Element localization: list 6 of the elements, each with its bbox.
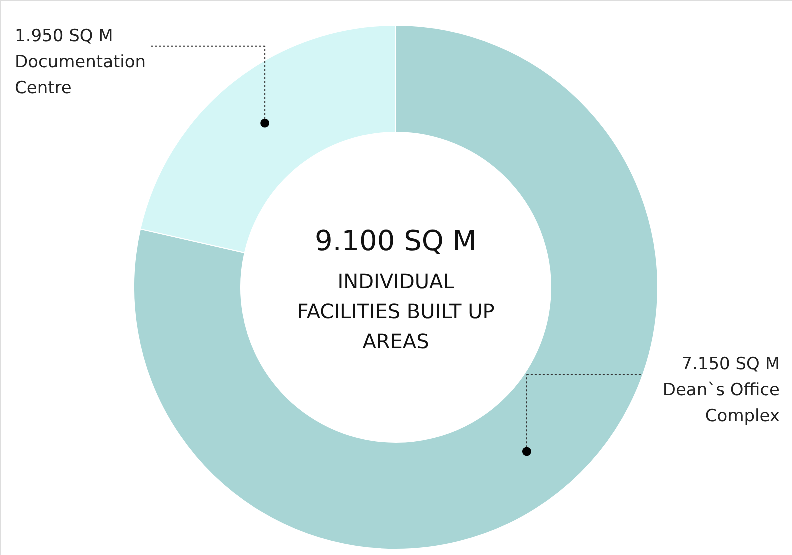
slice-label: Dean`s Office Complex xyxy=(662,380,780,427)
data-label: 7.150 SQ M xyxy=(682,354,780,375)
text: 9.100 SQ M xyxy=(315,224,477,258)
text: INDIVIDUAL FACILITIES BUILT UP AREAS xyxy=(297,270,495,354)
data-label: 1.950 SQ M xyxy=(15,26,114,46)
slice-label: Documentation Centre xyxy=(15,52,146,98)
